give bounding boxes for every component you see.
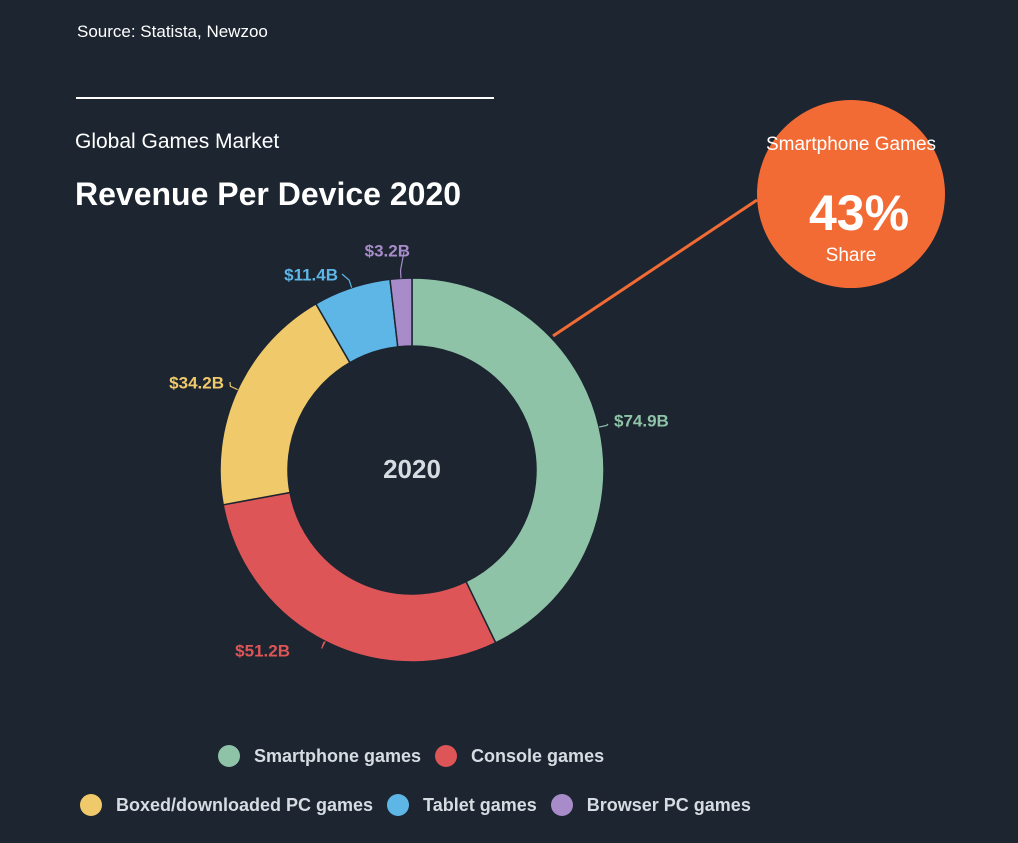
- source-text: Source: Statista, Newzoo: [77, 22, 268, 41]
- callout-connector-layer: [552, 198, 758, 338]
- callout-label-top: Smartphone Games: [765, 134, 937, 155]
- legend-item-browser-pc-games: Browser PC games: [550, 794, 751, 816]
- legend-swatch: [550, 794, 573, 816]
- legend-item-boxed-downloaded-pc-games: Boxed/downloaded PC games: [80, 794, 373, 816]
- slice-label-smartphone-games: $74.9B: [614, 411, 669, 430]
- callout-value: 43%: [809, 185, 910, 241]
- chart-subtitle: Global Games Market: [75, 130, 280, 153]
- slice-label-boxed-downloaded-pc-games: $34.2B: [169, 373, 224, 392]
- donut-slice-boxed-downloaded-pc-games: [219, 302, 351, 506]
- leader-line-tablet-games: [341, 273, 353, 288]
- legend-swatch: [435, 745, 458, 767]
- legend-label: Browser PC games: [586, 794, 751, 815]
- legend-row-1: Smartphone games Console games: [218, 745, 618, 767]
- leader-line-console-games: [321, 641, 326, 649]
- leader-line-smartphone-games: [599, 423, 609, 428]
- legend-label: Console games: [471, 745, 605, 766]
- legend-swatch: [80, 794, 102, 816]
- legend-item-smartphone-games: Smartphone games: [218, 745, 421, 767]
- legend-label: Smartphone games: [254, 745, 422, 766]
- donut-center-label: 2020: [383, 454, 441, 484]
- slice-label-tablet-games: $11.4B: [284, 265, 338, 284]
- leader-line-boxed-downloaded-pc-games: [229, 381, 238, 391]
- legend-swatch: [218, 745, 240, 767]
- slice-labels: $74.9B $51.2B $34.2B $11.4B $3.2B: [169, 241, 669, 660]
- legend-row-2: Boxed/downloaded PC games Tablet games Bro…: [80, 794, 765, 816]
- legend-label: Boxed/downloaded PC games: [116, 794, 374, 815]
- donut-slice-smartphone-games: [411, 277, 605, 644]
- leader-line-browser-pc-games: [399, 251, 405, 279]
- slice-label-browser-pc-games: $3.2B: [365, 241, 410, 260]
- legend-item-tablet-games: Tablet games: [387, 794, 537, 816]
- callout-label-bottom: Share: [825, 245, 877, 266]
- donut-slices: [219, 277, 605, 663]
- slice-label-console-games: $51.2B: [235, 641, 290, 660]
- legend-item-console-games: Console games: [435, 745, 604, 767]
- chart-title: Revenue Per Device 2020: [75, 176, 462, 212]
- donut-slice-browser-pc-games: [389, 277, 413, 348]
- legend-label: Tablet games: [423, 794, 537, 815]
- smartphone-share-callout: Smartphone Games 43% Share: [757, 100, 945, 288]
- donut-slice-console-games: [222, 491, 497, 663]
- header-divider: [76, 97, 494, 99]
- legend-swatch: [387, 794, 410, 816]
- callout-connector-line: [552, 198, 758, 338]
